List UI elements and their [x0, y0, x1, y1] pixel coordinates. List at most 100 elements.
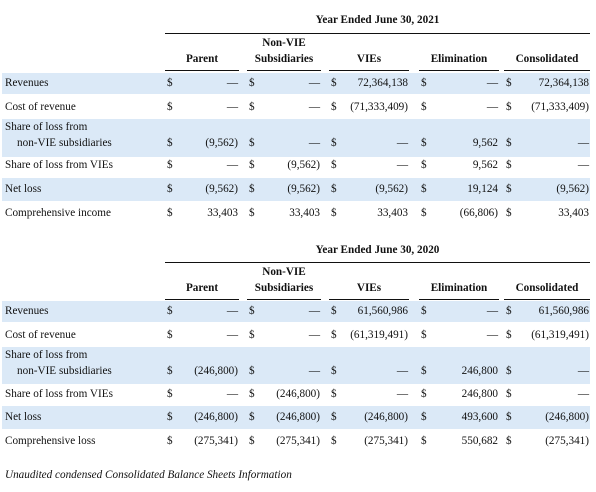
cell-value: —: [226, 77, 238, 89]
cell-value: 493,600: [461, 411, 498, 423]
currency-symbol: $: [167, 435, 173, 447]
currency-symbol: $: [249, 305, 255, 317]
cell-value: —: [396, 365, 408, 377]
col-header-nonvie-line2: Subsidiaries: [254, 282, 314, 294]
currency-symbol: $: [421, 411, 427, 423]
currency-symbol: $: [421, 159, 427, 171]
period-header: Year Ended June 30, 2021: [315, 14, 440, 26]
currency-symbol: $: [421, 435, 427, 447]
cell-value: (246,800): [276, 388, 320, 400]
cell-value: 246,800: [461, 365, 498, 377]
period-underline: [165, 33, 590, 34]
currency-symbol: $: [249, 137, 255, 149]
currency-symbol: $: [167, 207, 173, 219]
cell-value: —: [308, 329, 320, 341]
cell-value: —: [396, 137, 408, 149]
cell-value: —: [226, 101, 238, 113]
cell-value: 33,403: [558, 207, 589, 219]
col-header-consolidated: Consolidated: [515, 282, 579, 294]
row-label: Net loss: [5, 183, 42, 195]
currency-symbol: $: [249, 329, 255, 341]
row-label-continued: non-VIE subsidiaries: [17, 137, 112, 149]
currency-symbol: $: [331, 137, 337, 149]
footer-note: Unaudited condensed Consolidated Balance…: [5, 469, 292, 481]
currency-symbol: $: [506, 329, 512, 341]
col-underline: [504, 299, 590, 300]
cell-value: (9,562): [287, 183, 320, 195]
cell-value: 61,560,986: [357, 305, 408, 317]
cell-value: (9,562): [205, 183, 238, 195]
cell-value: (246,800): [194, 365, 238, 377]
col-underline: [329, 70, 409, 71]
currency-symbol: $: [421, 365, 427, 377]
currency-symbol: $: [421, 207, 427, 219]
currency-symbol: $: [167, 329, 173, 341]
cell-value: —: [486, 329, 498, 341]
cell-value: (246,800): [276, 411, 320, 423]
row-label-continued: non-VIE subsidiaries: [17, 365, 112, 377]
cell-value: —: [577, 159, 589, 171]
currency-symbol: $: [506, 207, 512, 219]
row-label: Share of loss from VIEs: [5, 159, 113, 171]
currency-symbol: $: [421, 305, 427, 317]
currency-symbol: $: [421, 101, 427, 113]
currency-symbol: $: [331, 305, 337, 317]
currency-symbol: $: [167, 305, 173, 317]
cell-value: 9,562: [472, 159, 498, 171]
currency-symbol: $: [331, 435, 337, 447]
row-label: Cost of revenue: [5, 329, 76, 341]
currency-symbol: $: [506, 159, 512, 171]
col-header-nonvie-line1: Non-VIE: [262, 37, 306, 49]
currency-symbol: $: [506, 183, 512, 195]
cell-value: —: [486, 101, 498, 113]
cell-value: (246,800): [364, 411, 408, 423]
col-header-parent: Parent: [185, 282, 219, 294]
currency-symbol: $: [167, 365, 173, 377]
currency-symbol: $: [249, 207, 255, 219]
cell-value: (246,800): [545, 411, 589, 423]
period-underline: [165, 262, 590, 263]
cell-value: (66,806): [459, 207, 498, 219]
row-label: Share of loss from VIEs: [5, 388, 113, 400]
currency-symbol: $: [506, 305, 512, 317]
cell-value: 246,800: [461, 388, 498, 400]
currency-symbol: $: [331, 365, 337, 377]
col-underline: [419, 70, 499, 71]
cell-value: (9,562): [375, 183, 408, 195]
col-header-vies: VIEs: [356, 53, 382, 65]
cell-value: (275,341): [276, 435, 320, 447]
cell-value: —: [226, 305, 238, 317]
cell-value: 61,560,986: [538, 305, 589, 317]
row-band: [2, 119, 590, 157]
currency-symbol: $: [421, 77, 427, 89]
col-underline: [329, 299, 409, 300]
row-label: Share of loss from: [5, 349, 88, 361]
row-label: Comprehensive income: [5, 207, 111, 219]
row-band: [2, 73, 590, 94]
col-header-nonvie-line2: Subsidiaries: [254, 53, 314, 65]
cell-value: —: [577, 365, 589, 377]
cell-value: (275,341): [194, 435, 238, 447]
currency-symbol: $: [331, 388, 337, 400]
cell-value: (9,562): [556, 183, 589, 195]
cell-value: —: [226, 388, 238, 400]
cell-value: —: [396, 159, 408, 171]
cell-value: (71,333,409): [350, 101, 408, 113]
cell-value: (275,341): [545, 435, 589, 447]
currency-symbol: $: [506, 77, 512, 89]
cell-value: (9,562): [287, 159, 320, 171]
row-label: Revenues: [5, 77, 49, 89]
currency-symbol: $: [249, 159, 255, 171]
col-underline: [165, 70, 239, 71]
cell-value: —: [308, 77, 320, 89]
cell-value: 72,364,138: [357, 77, 408, 89]
cell-value: (246,800): [194, 411, 238, 423]
currency-symbol: $: [167, 101, 173, 113]
col-underline: [504, 70, 590, 71]
currency-symbol: $: [249, 183, 255, 195]
row-label: Comprehensive loss: [5, 435, 96, 447]
currency-symbol: $: [331, 207, 337, 219]
row-band: [2, 406, 590, 429]
cell-value: 33,403: [289, 207, 320, 219]
col-header-elimination: Elimination: [430, 282, 488, 294]
